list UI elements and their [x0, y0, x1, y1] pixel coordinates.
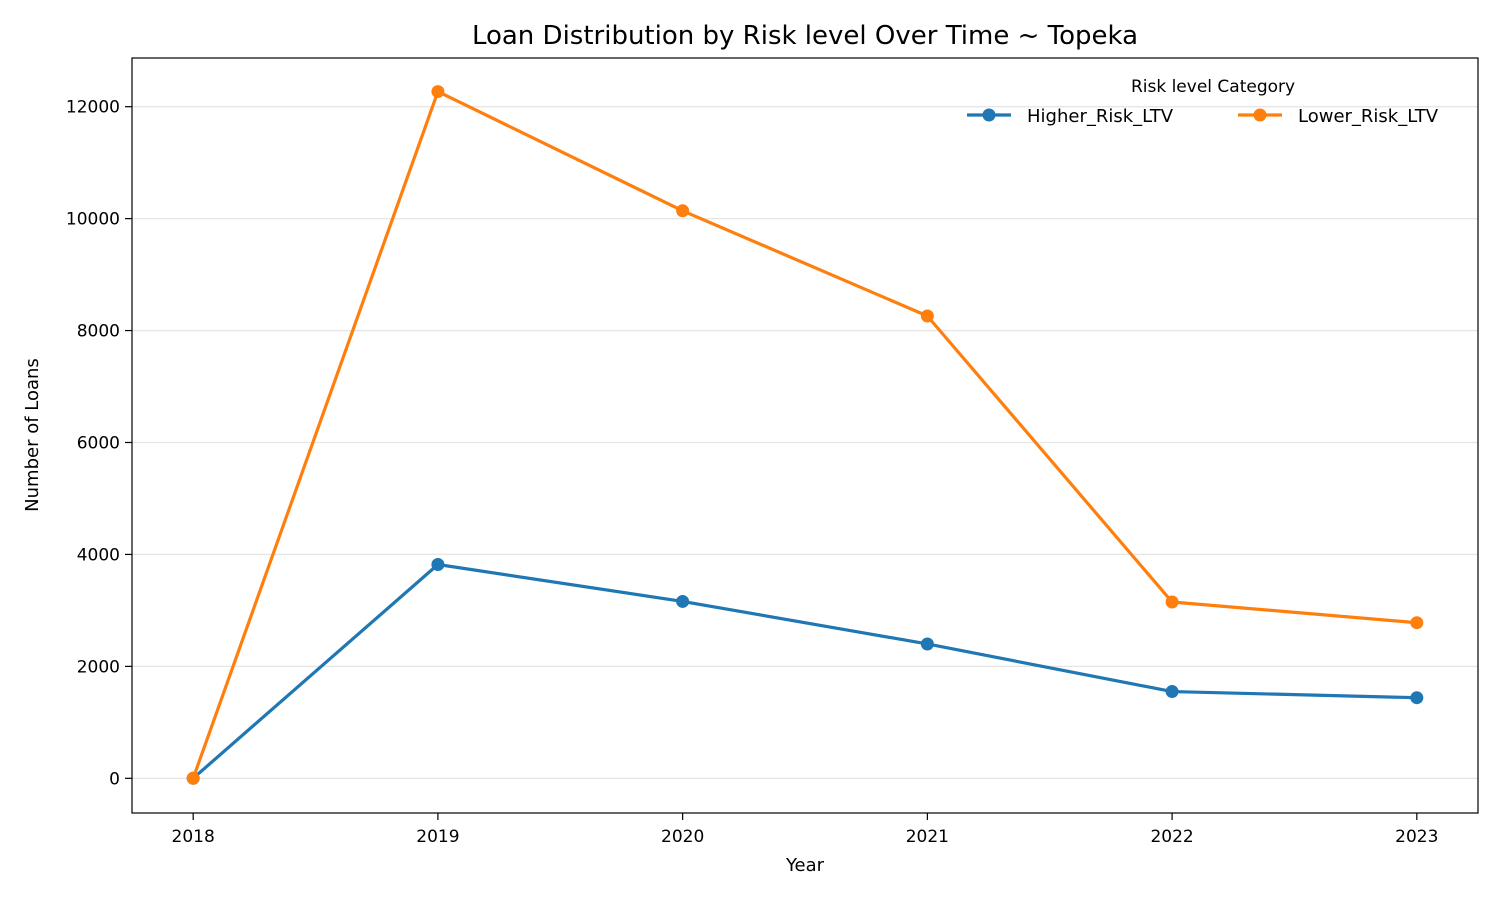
x-tick-label: 2022 [1150, 827, 1193, 847]
data-point-higher-risk-ltv [920, 637, 934, 651]
x-tick-label: 2019 [416, 827, 459, 847]
x-tick-label: 2021 [906, 827, 949, 847]
y-tick-label: 6000 [77, 433, 120, 453]
legend: Risk level Category Higher_Risk_LTV Lower… [967, 77, 1439, 127]
legend-swatch-marker [1253, 108, 1267, 122]
series-higher-risk-ltv [186, 558, 1424, 785]
y-tick-label: 10000 [66, 210, 120, 230]
series-line-higher-risk-ltv [190, 562, 1419, 781]
x-tick-label: 2018 [172, 827, 215, 847]
y-axis: 0 2000 4000 6000 8000 10000 12000 [66, 98, 132, 789]
data-point-lower-risk-ltv [920, 309, 934, 323]
legend-swatch-marker [982, 108, 996, 122]
plot-frame [131, 57, 1479, 814]
x-tick-label: 2020 [661, 827, 704, 847]
data-point-higher-risk-ltv [1410, 691, 1424, 705]
legend-item-higher-risk-ltv: Higher_Risk_LTV [967, 106, 1174, 127]
series-lower-risk-ltv [186, 85, 1424, 785]
legend-item-lower-risk-ltv: Lower_Risk_LTV [1238, 106, 1439, 127]
series-line-lower-risk-ltv [191, 89, 1419, 781]
data-point-higher-risk-ltv [676, 594, 690, 608]
y-tick-label: 8000 [77, 322, 120, 342]
legend-label: Lower_Risk_LTV [1298, 106, 1439, 127]
data-point-lower-risk-ltv [1410, 616, 1424, 630]
data-point-lower-risk-ltv [431, 85, 445, 99]
data-point-higher-risk-ltv [1165, 685, 1179, 699]
series-layer [186, 85, 1424, 785]
gridlines [132, 106, 1478, 779]
y-axis-label: Number of Loans [22, 358, 43, 512]
y-tick-label: 2000 [77, 657, 120, 677]
legend-label: Higher_Risk_LTV [1027, 106, 1174, 127]
legend-items: Higher_Risk_LTV Lower_Risk_LTV [967, 106, 1439, 127]
y-tick-label: 4000 [77, 545, 120, 565]
chart-title: Loan Distribution by Risk level Over Tim… [472, 21, 1138, 51]
data-point-lower-risk-ltv [186, 771, 200, 785]
x-axis: 2018 2019 2020 2021 2022 2023 [172, 813, 1438, 847]
data-point-higher-risk-ltv [431, 558, 445, 572]
y-tick-label: 12000 [66, 98, 120, 118]
x-tick-label: 2023 [1395, 827, 1438, 847]
y-tick-label: 0 [109, 769, 120, 789]
x-axis-label: Year [785, 855, 825, 876]
data-point-lower-risk-ltv [1165, 595, 1179, 609]
data-point-lower-risk-ltv [676, 204, 690, 218]
legend-title: Risk level Category [1131, 77, 1295, 97]
